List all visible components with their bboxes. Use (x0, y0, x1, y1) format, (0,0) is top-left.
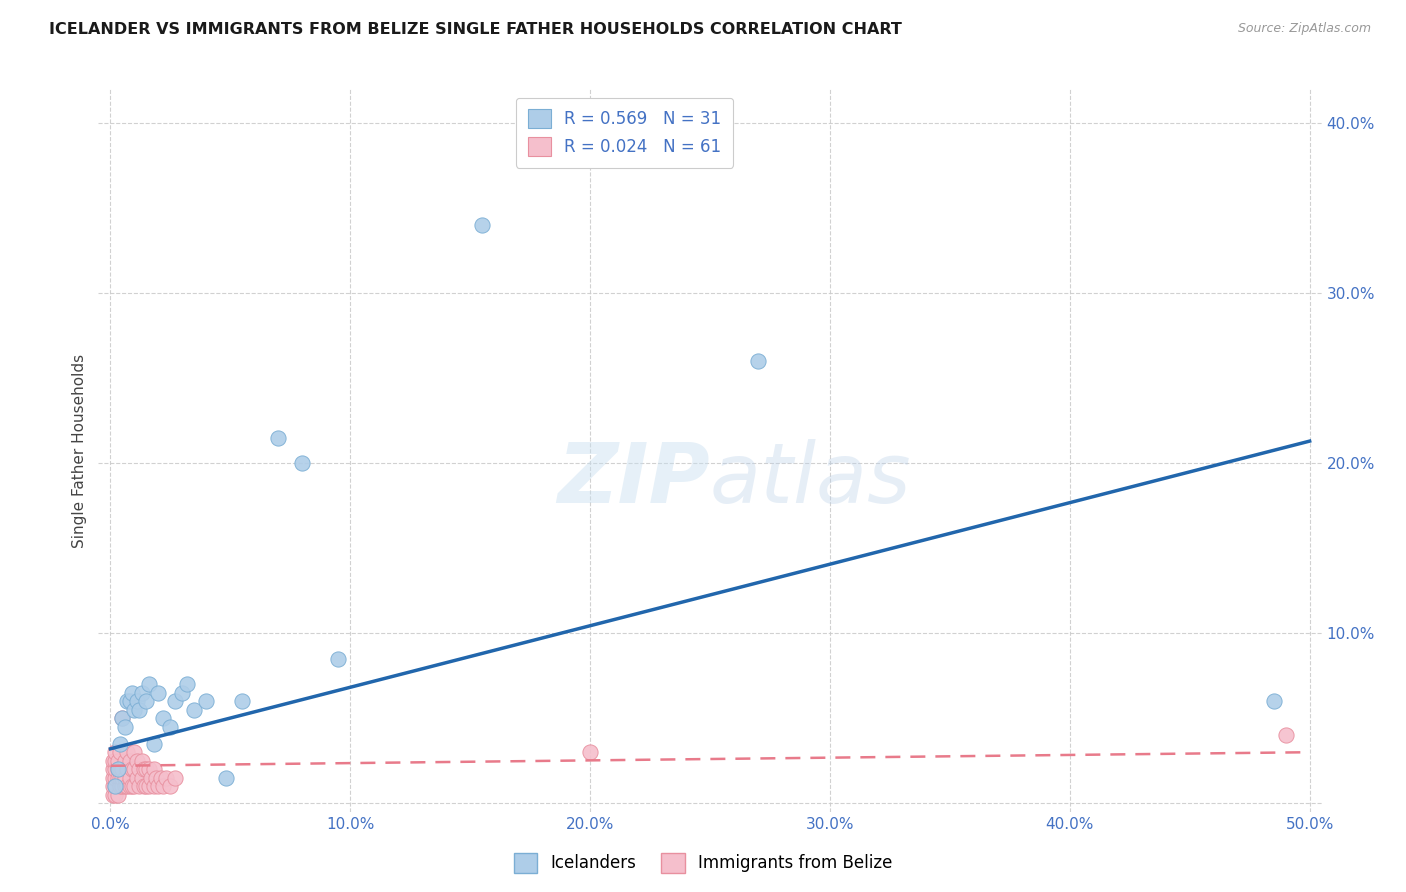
Point (142, 779, 165, 793)
Point (1263, 694, 1285, 708)
Point (142, 737, 165, 751)
Point (471, 218, 494, 232)
Point (111, 771, 134, 785)
Text: Source: ZipAtlas.com: Source: ZipAtlas.com (1237, 22, 1371, 36)
Point (108, 762, 131, 776)
Point (159, 720, 181, 734)
Point (107, 788, 129, 802)
Point (111, 779, 134, 793)
Point (148, 686, 170, 700)
Point (118, 694, 141, 708)
Point (101, 779, 124, 793)
Point (108, 771, 131, 785)
Point (115, 694, 138, 708)
Point (291, 456, 314, 470)
Point (231, 694, 253, 708)
Text: ICELANDER VS IMMIGRANTS FROM BELIZE SINGLE FATHER HOUSEHOLDS CORRELATION CHART: ICELANDER VS IMMIGRANTS FROM BELIZE SING… (49, 22, 903, 37)
Legend: Icelanders, Immigrants from Belize: Icelanders, Immigrants from Belize (508, 847, 898, 880)
Point (183, 703, 205, 717)
Point (214, 771, 236, 785)
Point (152, 711, 174, 725)
Text: ZIP: ZIP (557, 439, 710, 520)
Point (121, 686, 143, 700)
Point (107, 771, 129, 785)
Point (121, 762, 143, 776)
Point (107, 754, 129, 768)
Point (118, 771, 141, 785)
Point (128, 762, 150, 776)
Point (267, 431, 290, 445)
Point (104, 771, 127, 785)
Point (135, 779, 157, 793)
Point (111, 711, 134, 725)
Point (124, 745, 146, 759)
Point (104, 745, 127, 759)
Point (142, 762, 165, 776)
Point (107, 762, 129, 776)
Point (138, 779, 160, 793)
Point (108, 737, 131, 751)
Point (579, 745, 602, 759)
Point (148, 779, 170, 793)
Point (111, 762, 134, 776)
Point (101, 762, 124, 776)
Point (128, 779, 150, 793)
Point (101, 771, 124, 785)
Point (118, 754, 141, 768)
Point (104, 779, 127, 793)
Point (155, 771, 177, 785)
Point (114, 720, 136, 734)
Point (125, 771, 148, 785)
Point (176, 677, 198, 691)
Point (118, 779, 141, 793)
Point (115, 779, 138, 793)
Point (135, 694, 157, 708)
Point (747, 354, 769, 368)
Point (125, 694, 148, 708)
Point (101, 788, 124, 802)
Point (165, 694, 187, 708)
Point (104, 762, 127, 776)
Point (131, 771, 153, 785)
Point (124, 779, 146, 793)
Point (114, 754, 136, 768)
Point (104, 788, 127, 802)
Point (149, 771, 172, 785)
Point (124, 703, 146, 717)
Point (141, 771, 163, 785)
Point (128, 703, 150, 717)
Point (108, 779, 131, 793)
Point (131, 686, 153, 700)
Point (135, 762, 157, 776)
Text: atlas: atlas (710, 439, 911, 520)
Point (138, 762, 160, 776)
Y-axis label: Single Father Households: Single Father Households (72, 353, 87, 548)
Point (1274, 728, 1296, 742)
Point (132, 779, 155, 793)
Point (101, 754, 124, 768)
Point (132, 762, 155, 776)
Point (108, 745, 131, 759)
Point (114, 779, 136, 793)
Point (328, 651, 350, 665)
Point (104, 779, 127, 793)
Point (131, 754, 153, 768)
Point (165, 771, 187, 785)
Point (138, 677, 160, 691)
Point (124, 762, 146, 776)
Point (115, 745, 138, 759)
Point (145, 771, 167, 785)
Legend: R = 0.569   N = 31, R = 0.024   N = 61: R = 0.569 N = 31, R = 0.024 N = 61 (516, 97, 733, 168)
Point (159, 779, 181, 793)
Point (104, 754, 127, 768)
Point (195, 694, 218, 708)
Point (121, 779, 143, 793)
Point (115, 762, 138, 776)
Point (111, 711, 134, 725)
Point (125, 754, 148, 768)
Point (152, 779, 174, 793)
Point (172, 686, 194, 700)
Point (107, 762, 129, 776)
Point (114, 771, 136, 785)
